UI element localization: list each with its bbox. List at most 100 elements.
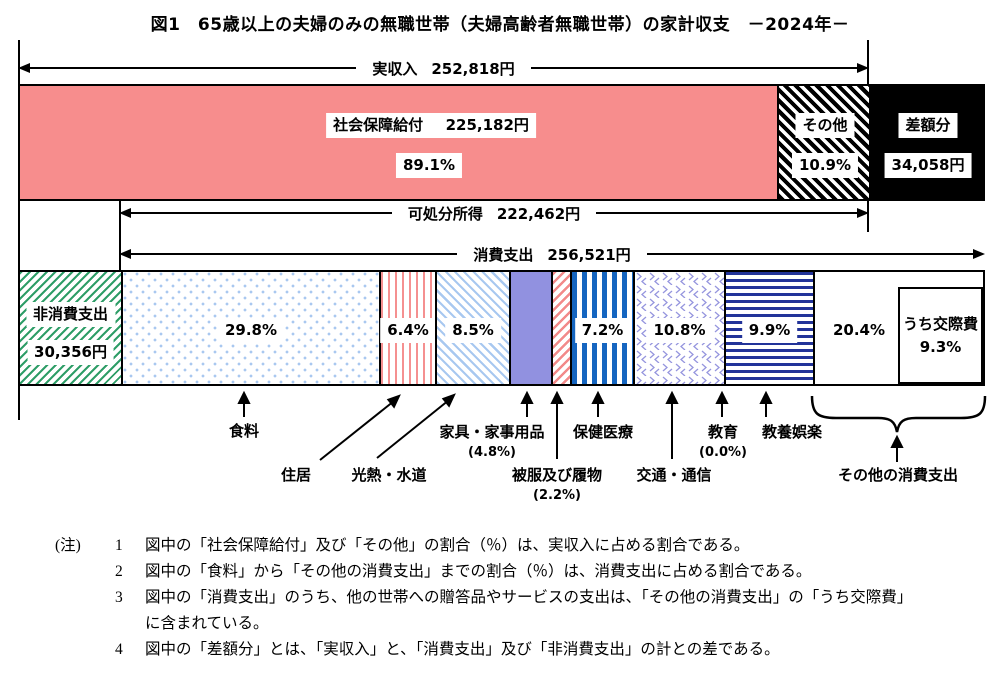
other-consumption-brace [810,395,987,433]
segment-transport: 10.8% [633,272,724,384]
utilities-pct-box: 8.5% [445,318,501,343]
non-consumption-value-box: 30,356円 [27,340,114,365]
utilities-arrow [376,399,450,459]
note-row: 3 図中の「消費支出」のうち、他の世帯への贈答品やサービスの支出は、「その他の消… [55,585,912,611]
label-housing: 住居 [280,466,312,484]
arrow-line [646,253,973,255]
kousai-label: うち交際費 [902,315,978,333]
recreation-pct-box: 9.9% [741,318,798,343]
figure-title: 図1 65歳以上の夫婦のみの無職世帯（夫婦高齢者無職世帯）の家計収支 －2024… [150,15,850,35]
label-clothing-pct: (2.2%) [533,488,581,503]
housing-arrowhead-icon [386,394,401,409]
label-clothing-text: 被服及び履物 [511,466,603,484]
deficit-label-box: 差額分 [898,113,958,138]
housing-arrow [319,400,395,461]
other-income-pct-box: 10.9% [791,153,859,178]
social-security-label: 社会保障給付 [333,116,424,134]
other-consumption-pct: 20.4% [825,318,893,343]
label-education-pct: (0.0%) [699,445,747,460]
other-income-label-box: その他 [795,113,855,138]
disposable-income-arrow: 可処分所得 222,462円 [119,203,869,223]
label-utilities: 光熱・水道 [351,466,427,484]
note-row: (注) 1 図中の「社会保障給付」及び「その他」の割合（％）は、実収入に占める割… [55,533,912,559]
segment-non-consumption: 非消費支出 30,356円 [20,272,121,384]
note-number: 4 [115,641,123,658]
arrowhead-left-icon [18,63,30,73]
arrowhead-right-icon [973,249,985,259]
label-furniture-pct: (4.8%) [468,445,516,460]
arrowhead-right-icon [857,63,869,73]
segment-housing: 6.4% [379,272,436,384]
note-text: 図中の「差額分」とは、「実収入」と、「消費支出」及び「非消費支出」の計との差であ… [145,641,780,658]
note-row: に含まれている。 [55,611,912,637]
food-arrowhead-icon [237,390,251,404]
arrowhead-right-icon [857,208,869,218]
segment-furniture [509,272,551,384]
food-pct-box: 29.8% [217,318,285,343]
consumption-label: 消費支出 [473,245,534,264]
label-education: 教育 (0.0%) [699,421,747,460]
transport-arrowhead-icon [665,390,679,404]
label-education-text: 教育 [707,423,738,441]
income-value: 252,818円 [431,59,515,78]
clothing-arrowhead-icon [550,390,564,404]
expenditure-bar: 非消費支出 30,356円 29.8% 6.4% 8.5% 7.2% [18,270,985,386]
arrow-line [30,67,357,69]
disposable-arrow-label: 可処分所得 222,462円 [392,203,596,224]
left-tick-top [18,40,20,84]
disposable-label: 可処分所得 [407,204,483,223]
other-consumption-arrowhead-icon [890,434,904,448]
segment-other-consumption: 20.4% うち交際費 9.3% [813,272,983,384]
note-number: 2 [115,563,123,580]
consumption-value: 256,521円 [547,245,631,264]
kousai-pct: 9.3% [919,337,962,356]
furniture-arrowhead-icon [520,390,534,404]
segment-food: 29.8% [121,272,379,384]
note-text: に含まれている。 [145,615,269,632]
label-health: 保健医療 [572,423,634,441]
non-consumption-label-box: 非消費支出 [25,302,116,327]
income-end-tick-mid [867,201,869,232]
note-text: 図中の「社会保障給付」及び「その他」の割合（％）は、実収入に占める割合である。 [145,537,750,554]
consumption-arrow-label: 消費支出 256,521円 [457,244,646,265]
segment-deficit: 差額分 34,058円 [869,86,983,199]
arrowhead-left-icon [119,208,131,218]
deficit-value-box: 34,058円 [884,153,972,178]
segment-utilities: 8.5% [435,272,509,384]
note-number: 3 [115,589,123,606]
arrow-line [596,212,857,214]
note-row: 4 図中の「差額分」とは、「実収入」と、「消費支出」及び「非消費支出」の計との差… [55,637,912,663]
education-arrowhead-icon [715,390,729,404]
note-number: 1 [115,537,123,554]
social-security-label-box: 社会保障給付 225,182円 [326,113,536,138]
social-security-value: 225,182円 [445,116,529,134]
health-pct-box: 7.2% [574,318,631,343]
segment-clothing [551,272,570,384]
annotation-arrows [237,390,987,462]
transport-pct-box: 10.8% [646,318,713,343]
non-consumption-divider [119,201,121,270]
note-text: 図中の「食料」から「その他の消費支出」までの割合（％）は、消費支出に占める割合で… [145,563,812,580]
income-span-arrow: 実収入 252,818円 [18,58,869,78]
label-other-consumption: その他の消費支出 [837,466,959,484]
note-row: 2 図中の「食料」から「その他の消費支出」までの割合（％）は、消費支出に占める割… [55,559,912,585]
left-tick-bottom [18,386,20,420]
note-number [115,611,145,637]
label-transport: 交通・通信 [636,466,712,484]
label-clothing: 被服及び履物 (2.2%) [512,464,602,503]
label-furniture-text: 家具・家事用品 [439,423,545,441]
segment-other-income: その他 10.9% [777,86,869,199]
segment-social-security: 社会保障給付 225,182円 89.1% [20,86,777,199]
income-label: 実収入 [372,59,418,78]
left-edge-mid [18,201,20,270]
kousai-box: うち交際費 9.3% [898,287,983,384]
disposable-value: 222,462円 [496,204,581,223]
income-bar: 社会保障給付 225,182円 89.1% その他 10.9% 差額分 34,0… [18,84,985,201]
social-security-pct-box: 89.1% [395,153,463,178]
segment-health: 7.2% [570,272,633,384]
health-arrowhead-icon [591,390,605,404]
recreation-arrowhead-icon [759,390,773,404]
arrow-line [131,212,392,214]
income-arrow-label: 実収入 252,818円 [356,58,530,79]
